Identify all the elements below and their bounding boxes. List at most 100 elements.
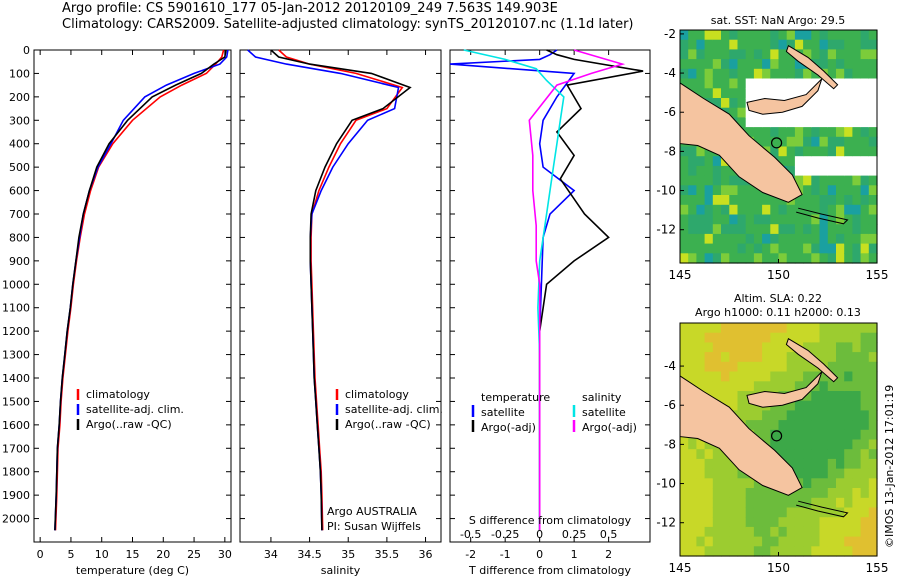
x-axis-label: temperature (deg C) (76, 564, 189, 577)
x-tick-label: -2 (465, 548, 476, 561)
legend-label: satellite-adj. clim. (86, 403, 184, 416)
land-new-britain (746, 371, 823, 408)
legend-label: Argo(-adj) (481, 421, 536, 434)
legend-label: Argo(..raw -QC) (86, 418, 172, 431)
y-tick-label: 600 (9, 185, 30, 198)
x-tick-label: 2 (605, 548, 612, 561)
lat-tick-label: -2 (664, 27, 676, 41)
legend-label: Argo(-adj) (582, 421, 637, 434)
s-diff-tick-label: -0.5 (460, 528, 481, 541)
y-tick-label: 1300 (2, 349, 30, 362)
x-tick-label: 36 (419, 548, 433, 561)
sla-map-subtitle: Argo h1000: 0.11 h2000: 0.13 (695, 306, 861, 319)
y-tick-label: 400 (9, 138, 30, 151)
legend-label: satellite (582, 406, 626, 419)
x-tick-label: 1 (571, 548, 578, 561)
legend-title-salinity: salinity (582, 391, 622, 404)
x-tick-label: 35 (341, 548, 355, 561)
y-tick-label: 1900 (2, 489, 30, 502)
land-new-guinea (679, 81, 803, 203)
plot-frame-1 (239, 49, 442, 543)
series-line-climatology (278, 49, 404, 531)
x-tick-label: 0 (536, 548, 543, 561)
float-owner-label: Argo AUSTRALIA (327, 505, 417, 518)
land-new-guinea (679, 374, 803, 496)
series-line-argo-raw-qc- (54, 49, 227, 531)
y-tick-label: 1200 (2, 325, 30, 338)
x-axis-label: salinity (321, 564, 361, 577)
x-tick-label: 20 (156, 548, 170, 561)
float-pi-label: PI: Susan Wijffels (327, 520, 421, 533)
s-diff-tick-label: 0 (536, 528, 543, 541)
lat-tick-label: -10 (656, 184, 676, 198)
series-line-satellite-adj-clim- (54, 49, 229, 531)
legend-title-temperature: temperature (481, 391, 550, 404)
y-tick-label: 1000 (2, 278, 30, 291)
sst-map-title: sat. SST: NaN Argo: 29.5 (711, 14, 845, 27)
lon-tick-label: 145 (669, 268, 692, 282)
lat-tick-label: -6 (664, 398, 676, 412)
land-new-ireland (785, 337, 839, 383)
lat-tick-label: -6 (664, 105, 676, 119)
land-new-britain (746, 78, 823, 115)
islands-louisiade (796, 207, 849, 225)
x-tick-label: 30 (218, 548, 232, 561)
x-tick-label: -1 (500, 548, 511, 561)
plot-frame-2 (449, 49, 651, 543)
y-tick-label: 800 (9, 231, 30, 244)
x-tick-label: 15 (126, 548, 140, 561)
lat-tick-label: -8 (664, 437, 676, 451)
series-line-argo-adj- (528, 49, 626, 531)
y-tick-label: 1800 (2, 466, 30, 479)
y-tick-label: 2000 (2, 513, 30, 526)
y-tick-label: 0 (23, 44, 30, 57)
x-tick-label: 34 (264, 548, 278, 561)
y-tick-label: 200 (9, 91, 30, 104)
x-axis-label: T difference from climatology (468, 564, 631, 577)
argo-position-marker (770, 430, 783, 442)
lat-tick-label: -8 (664, 144, 676, 158)
lat-tick-label: -12 (656, 516, 676, 530)
islands-louisiade (796, 500, 849, 518)
y-tick-label: 700 (9, 208, 30, 221)
s-diff-tick-label: -0.25 (491, 528, 519, 541)
x-tick-label: 10 (95, 548, 109, 561)
series-line-satellite-adj-clim- (247, 49, 400, 531)
series-line-satellite (449, 49, 576, 531)
lat-tick-label: -4 (664, 66, 676, 80)
series-line-climatology (54, 49, 225, 531)
series-line-satellite (463, 49, 565, 531)
lon-tick-label: 145 (669, 561, 692, 575)
land-new-ireland (785, 44, 839, 90)
x-tick-label: 5 (67, 548, 74, 561)
lon-tick-label: 155 (866, 561, 889, 575)
y-tick-label: 900 (9, 255, 30, 268)
lat-tick-label: -4 (664, 359, 676, 373)
y-tick-label: 1400 (2, 372, 30, 385)
y-tick-label: 100 (9, 67, 30, 80)
legend-label: climatology (345, 388, 409, 401)
lon-tick-label: 155 (866, 268, 889, 282)
legend-label: satellite-adj. clim. (345, 403, 443, 416)
y-tick-label: 1700 (2, 442, 30, 455)
x-tick-label: 34.5 (297, 548, 322, 561)
x-tick-label: 0 (37, 548, 44, 561)
lon-tick-label: 150 (767, 268, 790, 282)
sla-map-title: Altim. SLA: 0.22 (734, 292, 822, 305)
figure-title-line2: Climatology: CARS2009. Satellite-adjuste… (62, 17, 634, 32)
y-tick-label: 300 (9, 114, 30, 127)
plot-frame-0 (33, 49, 232, 543)
argo-position-marker (770, 137, 783, 149)
series-line-argo-raw-qc- (270, 49, 412, 531)
s-diff-axis-label: S difference from climatology (469, 514, 632, 527)
lon-tick-label: 150 (767, 561, 790, 575)
legend-label: satellite (481, 406, 525, 419)
s-diff-tick-label: 0.5 (600, 528, 618, 541)
legend-label: climatology (86, 388, 150, 401)
series-line-argo-adj- (538, 49, 644, 531)
y-tick-label: 500 (9, 161, 30, 174)
lat-tick-label: -10 (656, 477, 676, 491)
legend-label: Argo(..raw -QC) (345, 418, 431, 431)
x-tick-label: 25 (187, 548, 201, 561)
